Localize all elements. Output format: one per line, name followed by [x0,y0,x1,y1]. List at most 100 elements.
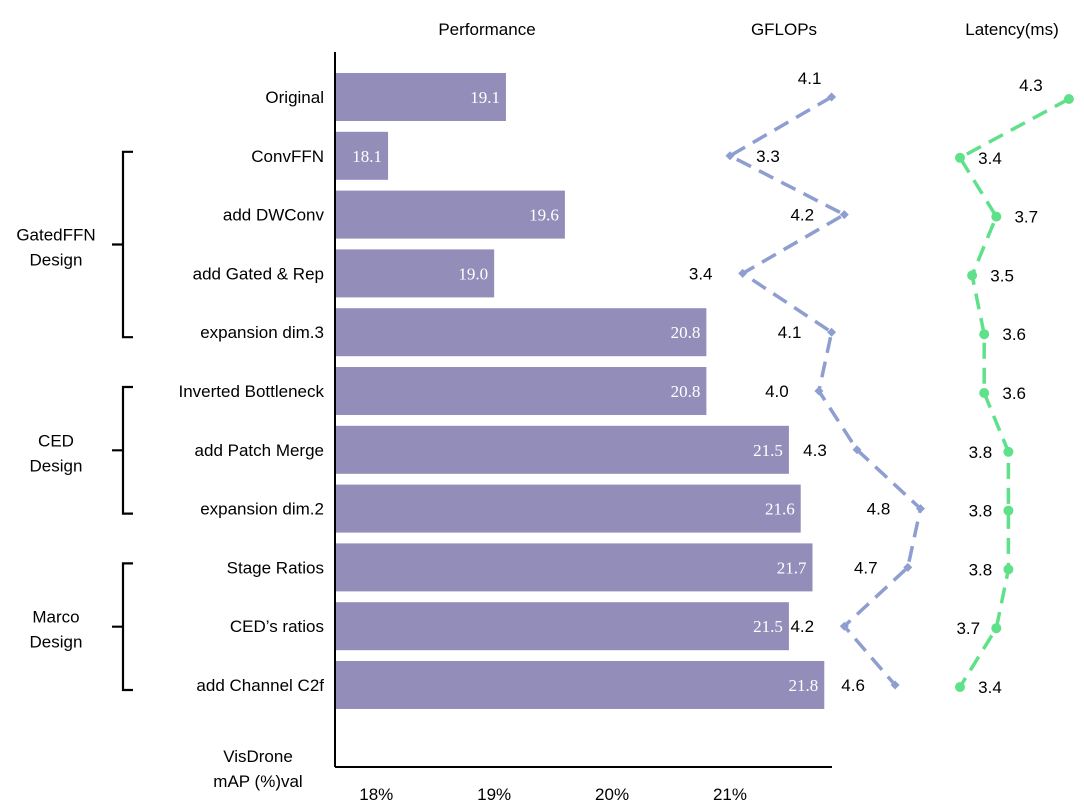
bar-value-label: 21.5 [753,617,783,636]
latency-value-label: 3.6 [1002,325,1026,344]
gflops-point [827,327,837,337]
bar-original [336,73,506,121]
bar-convffn [336,131,389,180]
gflops-value-label: 3.4 [689,264,713,283]
group-bracket [112,385,133,515]
latency-value-label: 3.4 [978,678,1002,697]
gflops-point [814,386,824,396]
x-tick-label: 20% [595,785,629,804]
bar-value-label: 21.5 [753,441,783,460]
x-tick-label: 21% [713,785,747,804]
bars-layer: 19.1 18.1 19.6 19.0 20.8 20.8 21.5 21.6 21.7 21.5… [336,73,825,709]
gflops-value-label: 4.1 [798,69,822,88]
x-tick-label: 18% [359,785,393,804]
group-label-line-1: GatedFFN [16,226,95,245]
bar-stage-ratios [336,543,813,592]
gflops-point [839,210,849,220]
gflops-point [852,445,862,455]
bar-value-label: 21.7 [777,558,807,577]
bar-add-channel-c2f [336,661,825,709]
category-label: expansion dim.3 [200,323,324,342]
gflops-series: 4.1 3.3 4.2 3.4 4.1 4.0 4.3 4.8 4.7 4.2 4.6 [689,69,925,695]
latency-point [991,623,1002,634]
x-axis-label-line-2: mAP (%)val [213,772,302,791]
group-label-line-1: CED [38,431,74,450]
latency-value-label: 3.5 [990,266,1014,285]
bar-expansion-dim-3 [336,308,707,357]
header-gflops: GFLOPs [751,20,817,39]
group-label-line-2: Design [30,251,83,270]
latency-point [1003,446,1014,457]
x-axis-label-line-1: VisDrone [223,747,293,766]
latency-point [991,211,1002,222]
category-label: add DWConv [223,206,325,225]
gflops-point [827,92,837,102]
latency-value-label: 4.3 [1019,76,1043,95]
gflops-value-label: 4.0 [765,382,789,401]
gflops-point [903,562,913,572]
latency-point [979,329,990,340]
bar-value-label: 20.8 [671,382,701,401]
bar-add-dwconv [336,190,565,239]
gflops-value-label: 4.6 [841,676,865,695]
gflops-point [839,621,849,631]
latency-value-label: 3.8 [969,502,993,521]
category-label: Stage Ratios [227,558,324,577]
category-label: Inverted Bottleneck [178,382,324,401]
bar-value-label: 19.1 [470,88,500,107]
gflops-value-label: 3.3 [756,147,780,166]
gflops-point [738,268,748,278]
group-label-line-2: Design [30,633,83,652]
category-label: ConvFFN [251,147,324,166]
category-label: add Gated & Rep [193,264,324,283]
category-label: add Channel C2f [196,676,324,695]
latency-point [979,388,990,398]
latency-value-label: 3.8 [969,560,993,579]
group-label-line-1: Marco [32,608,79,627]
category-label: CED’s ratios [230,617,324,636]
bar-value-label: 20.8 [671,323,701,342]
latency-point [955,682,965,692]
category-label: expansion dim.2 [200,500,324,519]
bar-add-patch-merge [336,425,789,474]
bar-value-label: 21.6 [765,500,795,519]
bar-value-label: 18.1 [352,147,382,166]
x-tick-label: 19% [477,785,511,804]
latency-value-label: 3.7 [956,619,980,638]
category-labels: Original ConvFFN add DWConv add Gated & Rep… [178,88,324,695]
bar-value-label: 19.0 [458,264,488,283]
latency-point [967,270,978,281]
group-brackets: GatedFFN Design CED Design Marco Design [16,150,133,692]
latency-value-label: 3.7 [1014,208,1038,227]
group-bracket [112,562,133,692]
bar-inverted-bottleneck [336,367,707,415]
gflops-value-label: 4.2 [790,617,814,636]
header-performance: Performance [438,20,535,39]
latency-point [1063,94,1074,104]
gflops-value-label: 4.7 [854,558,878,577]
bar-ced-s-ratios [336,602,789,651]
latency-value-label: 3.8 [969,443,993,462]
gflops-value-label: 4.3 [803,441,827,460]
category-label: Original [265,88,324,107]
latency-point [1003,505,1014,516]
latency-series: 4.3 3.4 3.7 3.5 3.6 3.6 3.8 3.8 3.8 3.7 3.4 [955,76,1074,697]
header-latency: Latency(ms) [965,20,1059,39]
gflops-point [725,151,735,161]
gflops-point [916,504,925,514]
latency-point [1003,564,1014,575]
x-tick-labels: 18% 19% 20% 21% [359,785,747,804]
category-label: add Patch Merge [195,441,324,460]
series-line [728,95,923,687]
gflops-value-label: 4.2 [790,206,814,225]
axis-layer [334,52,832,768]
bar-value-label: 21.8 [789,676,819,695]
gflops-value-label: 4.8 [867,500,891,519]
bar-value-label: 19.6 [529,206,559,225]
group-label-line-2: Design [30,456,83,475]
gflops-point [890,680,900,690]
latency-value-label: 3.6 [1002,384,1026,403]
bar-add-gated-rep [336,249,495,298]
group-bracket [112,150,133,339]
